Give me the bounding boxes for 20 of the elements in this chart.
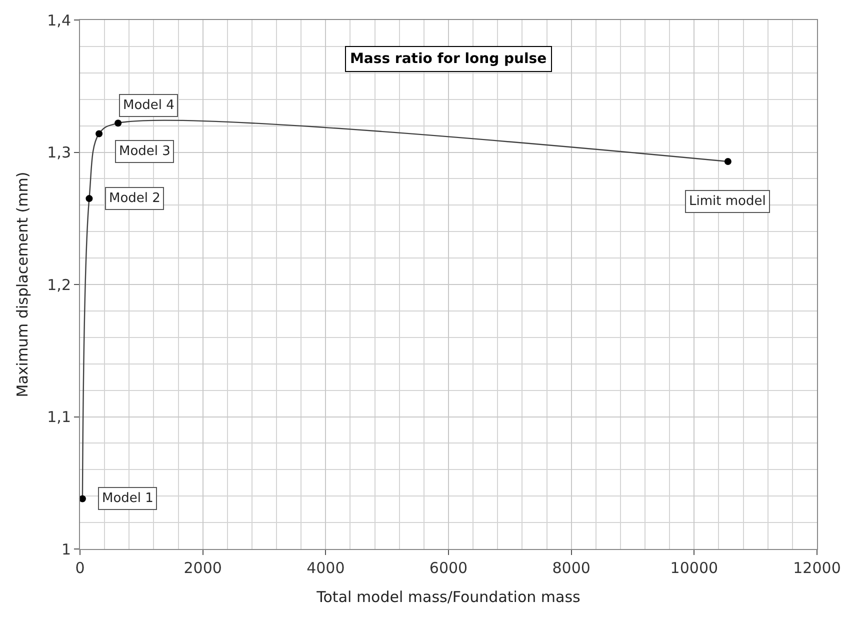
annotation: Model 1	[102, 491, 154, 506]
annotation: Limit model	[689, 194, 766, 209]
y-tick-label: 1	[61, 540, 71, 558]
x-tick-label: 12000	[793, 559, 841, 577]
y-tick-label: 1,1	[47, 408, 71, 426]
y-axis-title: Maximum displacement (mm)	[13, 172, 32, 398]
annotation: Model 2	[109, 191, 160, 206]
x-tick-label: 2000	[184, 559, 222, 577]
x-axis-title: Total model mass/Foundation mass	[316, 588, 581, 606]
x-tick-label: 8000	[552, 559, 590, 577]
annotation: Model 3	[119, 144, 170, 159]
y-tick-label: 1,4	[47, 11, 71, 30]
x-tick-label: 10000	[670, 559, 718, 577]
x-tick-label: 0	[75, 559, 85, 577]
annotation: Model 4	[123, 98, 174, 113]
text: Mass ratio for long pulse	[350, 51, 547, 67]
x-tick-label: 6000	[429, 559, 468, 577]
x-tick-label: 4000	[306, 559, 345, 577]
y-tick-label: 1,2	[47, 276, 71, 294]
y-tick-label: 1,3	[47, 144, 71, 162]
